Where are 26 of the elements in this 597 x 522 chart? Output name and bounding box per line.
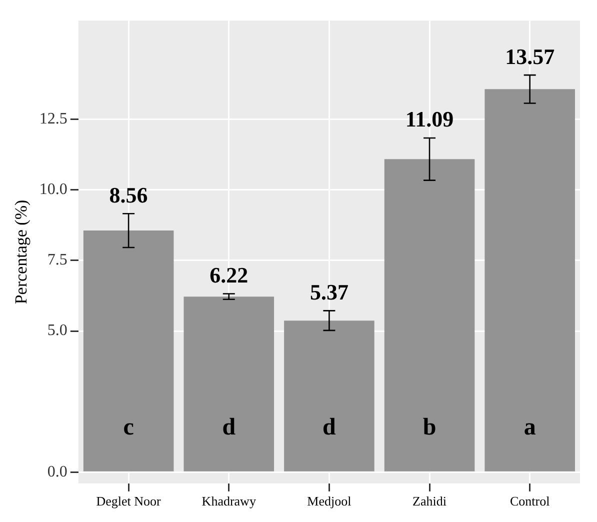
annotation: c	[123, 414, 134, 441]
data-label: 5.37	[310, 279, 348, 304]
bar	[484, 89, 575, 472]
y-tick-label: 12.5	[39, 110, 68, 128]
data-label: 11.09	[405, 106, 454, 132]
bar	[184, 296, 274, 472]
data-label: 8.56	[109, 182, 148, 208]
bar	[83, 230, 174, 472]
y-tick-label: 7.5	[47, 252, 68, 269]
x-tick-label: Control	[510, 494, 550, 509]
annotation: d	[322, 414, 337, 441]
bar	[284, 320, 374, 472]
annotation: d	[222, 414, 236, 441]
annotation: a	[524, 414, 536, 441]
y-axis-title: Percentage (%)	[12, 200, 31, 304]
annotation: b	[422, 414, 436, 441]
x-tick-label: Medjool	[307, 494, 352, 509]
y-tick-label: 0.0	[47, 463, 68, 480]
x-tick-label: Zahidi	[412, 494, 447, 509]
x-tick-label: Khadrawy	[202, 494, 256, 509]
x-tick-label: Deglet Noor	[96, 494, 162, 509]
bar	[384, 159, 475, 472]
data-label: 13.57	[505, 44, 555, 69]
y-tick-label: 10.0	[39, 181, 68, 198]
y-tick-label: 5.0	[47, 322, 68, 340]
data-label: 6.22	[210, 262, 248, 288]
